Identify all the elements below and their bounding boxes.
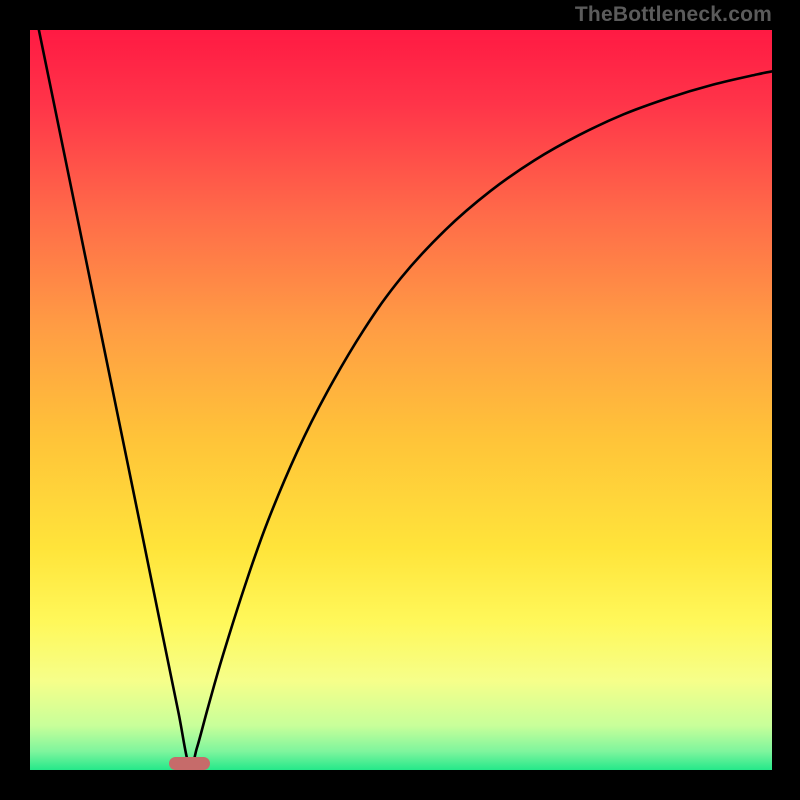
watermark-label: TheBottleneck.com <box>575 3 772 27</box>
curve-path <box>39 30 772 769</box>
optimum-marker <box>169 757 211 770</box>
chart-frame: TheBottleneck.com <box>0 0 800 800</box>
bottleneck-curve <box>30 30 772 770</box>
plot-area <box>30 30 772 770</box>
